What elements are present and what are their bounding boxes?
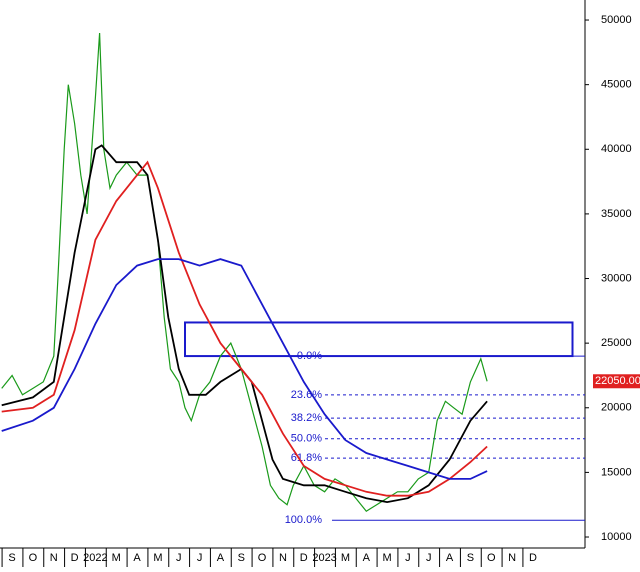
x-tick-label: S xyxy=(467,552,474,564)
fib-label: 0.0% xyxy=(297,350,322,362)
fib-label: 100.0% xyxy=(285,514,323,526)
x-tick-label: O xyxy=(487,552,496,564)
x-tick-label: D xyxy=(300,552,308,564)
y-tick-label: 30000 xyxy=(601,272,632,284)
x-tick-label: N xyxy=(508,552,516,564)
last-price-box xyxy=(593,374,640,389)
x-tick-label: J xyxy=(176,552,182,564)
x-tick-label: D xyxy=(529,552,537,564)
x-tick-label: S xyxy=(238,552,245,564)
y-tick-label: 10000 xyxy=(601,531,632,543)
x-tick-label: M xyxy=(341,552,350,564)
x-tick-label: M xyxy=(112,552,121,564)
last-price-label: 22050.00 xyxy=(595,375,640,387)
x-tick-label: J xyxy=(197,552,203,564)
moving-average xyxy=(1,258,488,480)
x-tick-label: A xyxy=(363,552,371,564)
x-tick-label: M xyxy=(382,552,391,564)
y-tick-label: 25000 xyxy=(601,337,632,349)
x-tick-label: M xyxy=(153,552,162,564)
y-tick-label: 50000 xyxy=(601,14,632,26)
moving-average xyxy=(1,144,488,504)
x-tick-label: A xyxy=(217,552,225,564)
moving-average xyxy=(1,160,488,497)
x-tick-label: N xyxy=(50,552,58,564)
fib-label: 61.8% xyxy=(291,452,322,464)
x-tick-label: O xyxy=(29,552,38,564)
x-tick-label: J xyxy=(426,552,432,564)
x-tick-label: D xyxy=(71,552,79,564)
price-line xyxy=(1,32,488,512)
fib-label: 23.6% xyxy=(291,389,322,401)
x-tick-label: 2022 xyxy=(83,552,107,564)
y-tick-label: 20000 xyxy=(601,402,632,414)
x-tick-label: A xyxy=(133,552,141,564)
x-tick-label: O xyxy=(258,552,267,564)
x-tick-label: J xyxy=(405,552,411,564)
x-tick-label: 2023 xyxy=(312,552,336,564)
fib-label: 50.0% xyxy=(291,433,322,445)
y-tick-label: 15000 xyxy=(601,466,632,478)
fib-label: 38.2% xyxy=(291,412,322,424)
x-tick-label: N xyxy=(279,552,287,564)
y-tick-label: 45000 xyxy=(601,79,632,91)
y-tick-label: 40000 xyxy=(601,143,632,155)
y-tick-label: 35000 xyxy=(601,208,632,220)
x-tick-label: S xyxy=(8,552,15,564)
x-tick-label: A xyxy=(446,552,454,564)
